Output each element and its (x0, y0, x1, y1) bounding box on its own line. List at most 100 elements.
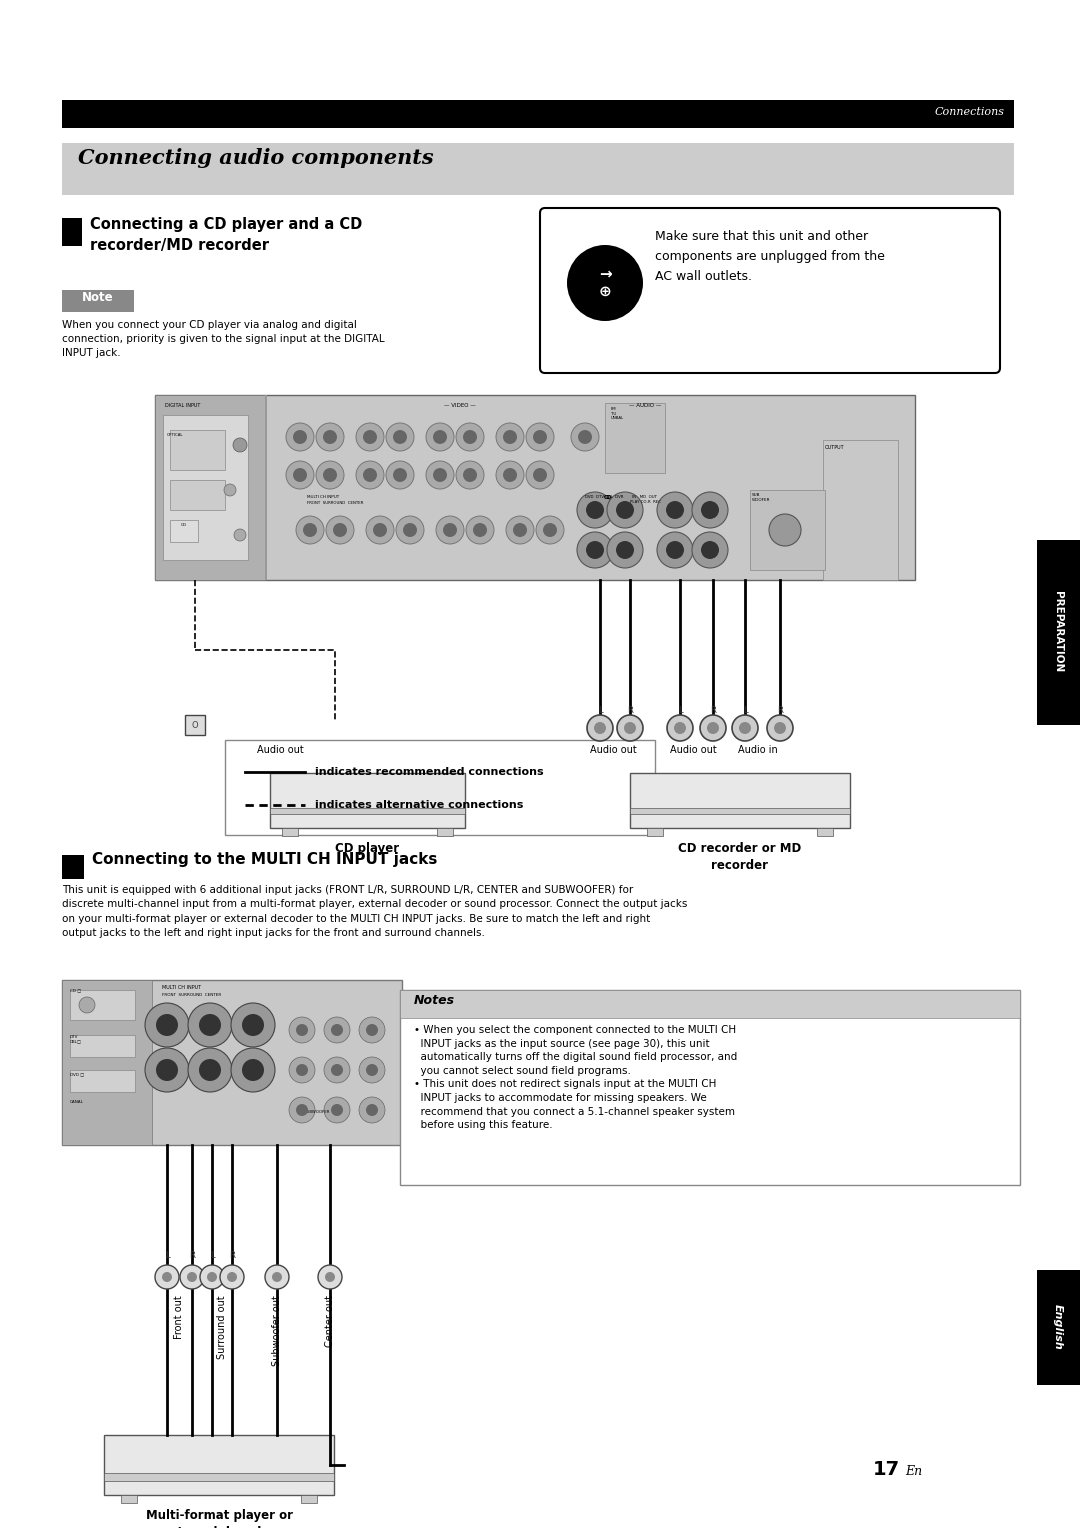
Circle shape (231, 1002, 275, 1047)
Circle shape (732, 715, 758, 741)
Text: Connections: Connections (935, 107, 1005, 118)
Circle shape (220, 1265, 244, 1290)
Circle shape (463, 468, 477, 481)
Bar (270, 808, 465, 814)
Circle shape (145, 1002, 189, 1047)
Text: Make sure that this unit and other
components are unplugged from the
AC wall out: Make sure that this unit and other compo… (654, 231, 885, 283)
Text: — AUDIO —: — AUDIO — (629, 403, 661, 408)
Circle shape (296, 1063, 308, 1076)
Circle shape (586, 501, 604, 520)
Circle shape (386, 461, 414, 489)
Circle shape (503, 468, 517, 481)
Bar (225, 740, 654, 834)
Text: CD: CD (604, 495, 612, 500)
Circle shape (366, 516, 394, 544)
Circle shape (657, 492, 693, 529)
Circle shape (359, 1018, 384, 1044)
Circle shape (180, 1265, 204, 1290)
Circle shape (272, 1271, 282, 1282)
Circle shape (607, 492, 643, 529)
Circle shape (156, 1059, 178, 1080)
Circle shape (617, 715, 643, 741)
Bar (163, 416, 248, 559)
Circle shape (188, 1048, 232, 1093)
Bar (62, 144, 1014, 196)
Circle shape (465, 516, 494, 544)
Circle shape (234, 529, 246, 541)
Text: OUTPUT: OUTPUT (825, 445, 845, 451)
Text: OPTICAL: OPTICAL (167, 432, 184, 437)
Text: L: L (677, 706, 683, 715)
Circle shape (624, 723, 636, 733)
Bar (70, 1034, 135, 1057)
Circle shape (366, 1105, 378, 1115)
Circle shape (324, 1097, 350, 1123)
Circle shape (513, 523, 527, 536)
Circle shape (386, 423, 414, 451)
Circle shape (296, 1105, 308, 1115)
Circle shape (188, 1002, 232, 1047)
Circle shape (616, 501, 634, 520)
Circle shape (567, 244, 643, 321)
Circle shape (231, 1048, 275, 1093)
Text: Front out: Front out (174, 1296, 184, 1339)
Text: English: English (1053, 1303, 1063, 1349)
Circle shape (366, 1063, 378, 1076)
Circle shape (507, 516, 534, 544)
Text: Center out: Center out (325, 1296, 335, 1348)
Text: 17: 17 (873, 1459, 900, 1479)
Circle shape (526, 423, 554, 451)
Circle shape (707, 723, 719, 733)
Bar (156, 396, 265, 581)
Circle shape (426, 461, 454, 489)
Bar (437, 828, 453, 836)
Circle shape (543, 523, 557, 536)
Text: R: R (710, 706, 716, 715)
Text: This unit is equipped with 6 additional input jacks (FRONT L/R, SURROUND L/R, CE: This unit is equipped with 6 additional … (62, 885, 687, 938)
Circle shape (739, 723, 751, 733)
Circle shape (286, 461, 314, 489)
Text: MULTI CH INPUT: MULTI CH INPUT (162, 986, 201, 990)
Text: R: R (627, 706, 633, 715)
Circle shape (403, 523, 417, 536)
Circle shape (289, 1018, 315, 1044)
Text: SUBWOOFER: SUBWOOFER (305, 1109, 329, 1114)
Bar (62, 979, 152, 1144)
Circle shape (316, 423, 345, 451)
Circle shape (436, 516, 464, 544)
Circle shape (526, 461, 554, 489)
Text: CD □: CD □ (70, 989, 81, 992)
Text: Audio out: Audio out (670, 746, 716, 755)
Text: R: R (229, 1251, 235, 1261)
Circle shape (286, 423, 314, 451)
Circle shape (496, 423, 524, 451)
Circle shape (242, 1015, 264, 1036)
Circle shape (666, 541, 684, 559)
Text: — VIDEO —: — VIDEO — (444, 403, 476, 408)
Bar (62, 290, 134, 312)
Circle shape (296, 516, 324, 544)
Bar (121, 1494, 137, 1504)
Circle shape (571, 423, 599, 451)
Circle shape (289, 1097, 315, 1123)
Circle shape (145, 1048, 189, 1093)
Circle shape (324, 1057, 350, 1083)
Circle shape (293, 468, 307, 481)
Circle shape (162, 1271, 172, 1282)
Circle shape (227, 1271, 237, 1282)
Text: Surround out: Surround out (217, 1296, 227, 1358)
Circle shape (503, 429, 517, 445)
Circle shape (323, 429, 337, 445)
Circle shape (577, 492, 613, 529)
Bar (647, 828, 663, 836)
Text: DVD  DTV/CBL  DVR: DVD DTV/CBL DVR (585, 495, 623, 500)
Text: indicates recommended connections: indicates recommended connections (315, 767, 543, 778)
Text: Connecting audio components: Connecting audio components (78, 148, 434, 168)
Circle shape (607, 532, 643, 568)
Bar (1037, 1270, 1080, 1384)
Circle shape (473, 523, 487, 536)
Text: MULTI CH INPUT: MULTI CH INPUT (307, 495, 339, 500)
Circle shape (363, 429, 377, 445)
Circle shape (393, 468, 407, 481)
FancyBboxPatch shape (540, 208, 1000, 373)
